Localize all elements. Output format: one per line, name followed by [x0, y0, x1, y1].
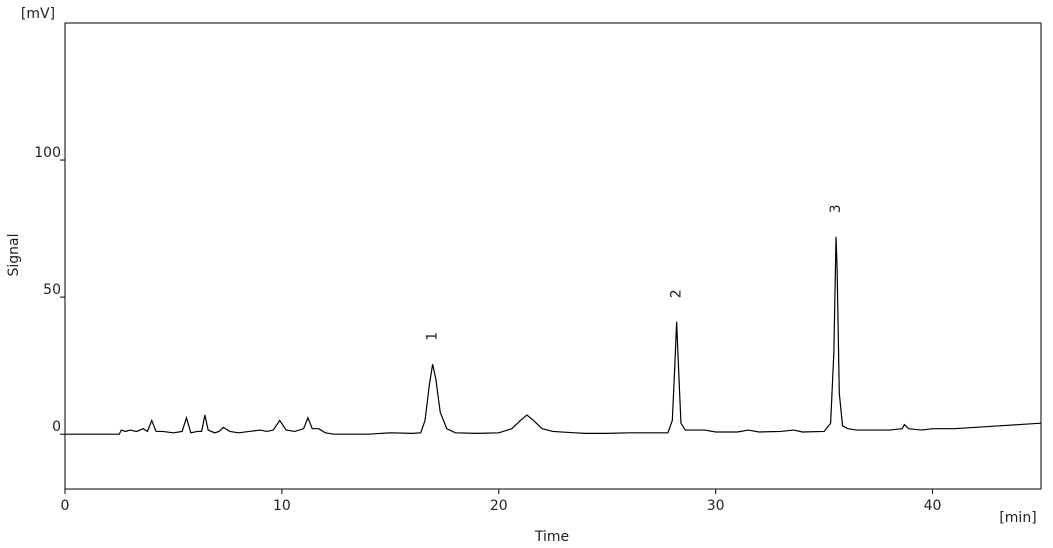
x-axis-label: Time — [534, 529, 569, 545]
y-tick-label: 50 — [43, 282, 61, 298]
x-tick-label: 40 — [924, 498, 942, 514]
signal-line — [65, 236, 1042, 435]
y-unit: [mV] — [21, 6, 55, 22]
peak-label: 3 — [828, 204, 844, 213]
y-tick-label: 100 — [34, 145, 61, 161]
x-tick-label: 20 — [490, 498, 508, 514]
peak-label: 2 — [669, 289, 685, 298]
plot-frame — [64, 22, 1042, 490]
x-unit: [min] — [999, 510, 1036, 526]
x-tick-label: 10 — [273, 498, 291, 514]
x-tick-label: 30 — [707, 498, 725, 514]
peak-label: 1 — [425, 332, 441, 341]
y-axis-label: Signal — [6, 233, 22, 276]
x-tick-label: 0 — [61, 498, 70, 514]
y-tick-label: 0 — [52, 419, 61, 435]
